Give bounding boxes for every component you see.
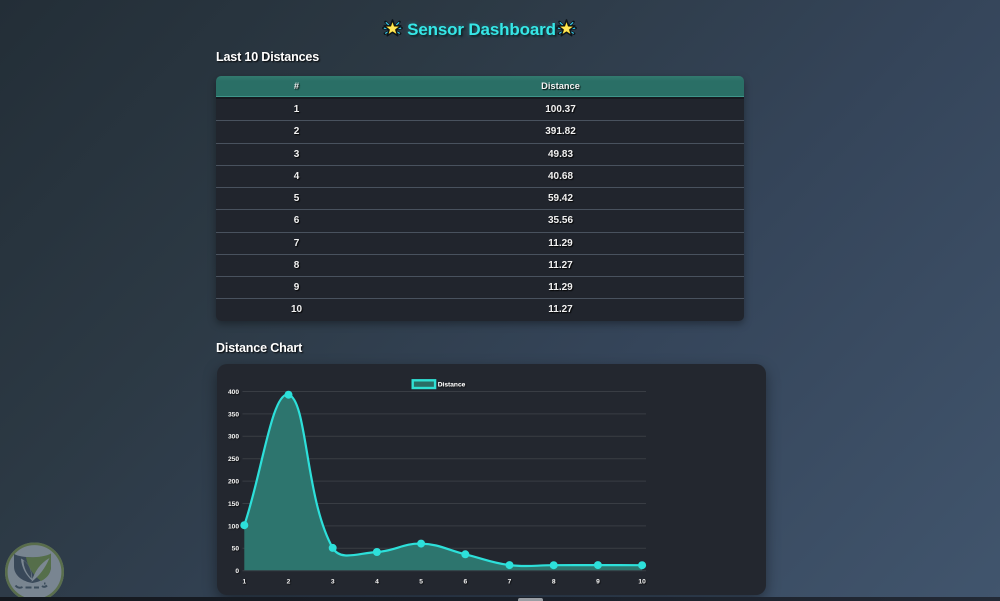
svg-text:8: 8 bbox=[552, 578, 556, 585]
svg-text:300: 300 bbox=[228, 434, 239, 441]
svg-text:150: 150 bbox=[228, 501, 239, 508]
svg-text:100: 100 bbox=[228, 523, 239, 530]
svg-text:Distance: Distance bbox=[438, 381, 466, 388]
svg-text:7: 7 bbox=[508, 578, 512, 585]
svg-text:6: 6 bbox=[463, 578, 467, 585]
svg-text:4: 4 bbox=[375, 578, 379, 585]
svg-text:350: 350 bbox=[228, 411, 239, 418]
svg-text:9: 9 bbox=[596, 578, 600, 585]
svg-text:400: 400 bbox=[228, 389, 239, 396]
svg-text:3: 3 bbox=[331, 578, 335, 585]
svg-text:2: 2 bbox=[287, 578, 291, 585]
svg-text:200: 200 bbox=[228, 479, 239, 486]
svg-text:250: 250 bbox=[228, 456, 239, 463]
svg-text:50: 50 bbox=[232, 546, 240, 553]
svg-text:1: 1 bbox=[242, 578, 246, 585]
svg-text:0: 0 bbox=[235, 568, 239, 575]
svg-text:10: 10 bbox=[638, 578, 646, 585]
svg-text:5: 5 bbox=[419, 578, 423, 585]
